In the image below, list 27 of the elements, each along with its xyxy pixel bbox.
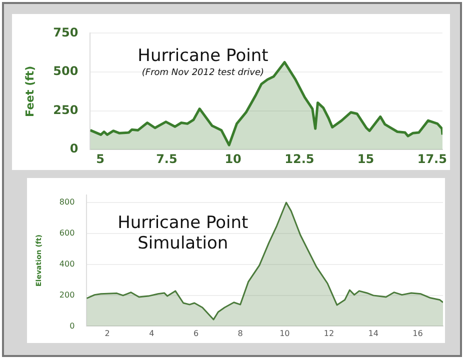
x-tick-label: 4 (149, 329, 154, 338)
y-tick-label: 0 (70, 321, 75, 330)
y-tick-label: 400 (59, 259, 75, 268)
y-tick-label: 0 (70, 142, 78, 156)
y-tick-label: 800 (59, 198, 75, 207)
x-tick-label: 15 (357, 152, 374, 166)
x-tick-label: 12 (324, 329, 334, 338)
x-tick-label: 14 (368, 329, 378, 338)
x-tick-label: 7.5 (156, 152, 178, 166)
x-tick-label: 10 (280, 329, 290, 338)
text: Hurricane Point (138, 46, 269, 66)
text: (From Nov 2012 test drive) (142, 68, 264, 78)
x-tick-label: 16 (412, 329, 423, 338)
y-tick-label: 500 (53, 64, 78, 78)
text: Hurricane Point Simulation (118, 213, 248, 254)
x-tick-label: 10 (224, 152, 242, 166)
y-tick-label: 750 (53, 25, 78, 40)
x-tick-label: 2 (104, 329, 110, 338)
y-axis-title: Feet (ft) (23, 66, 36, 117)
y-tick-label: 600 (59, 228, 75, 238)
x-tick-label: 5 (96, 152, 105, 166)
x-tick-label: 12.5 (284, 152, 314, 166)
y-tick-label: 250 (53, 102, 78, 117)
x-tick-label: 6 (193, 329, 199, 338)
y-tick-label: 200 (59, 290, 75, 300)
x-tick-label: 8 (238, 329, 243, 338)
x-tick-label: 17.5 (417, 152, 447, 166)
